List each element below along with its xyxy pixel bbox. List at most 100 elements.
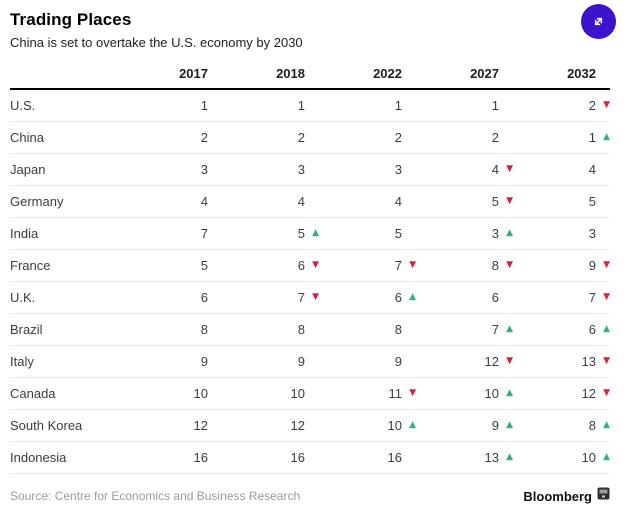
country-label: South Korea — [10, 418, 83, 433]
table-row: U.K. 6 7 ▼ 6 ▲ 6 7 ▼ — [10, 282, 610, 314]
rank-cell: 8 — [319, 322, 416, 337]
up-arrow-icon: ▲ — [312, 228, 319, 238]
rank-cell: 1 — [125, 98, 222, 113]
rank-cell: 13 ▲ — [416, 450, 513, 465]
rank-cell: 16 — [222, 450, 319, 465]
rank-cell: 9 ▼ — [513, 258, 610, 273]
rank-value: 5 — [394, 226, 402, 241]
rank-cell: 8 — [125, 322, 222, 337]
rank-cell: 7 ▼ — [319, 258, 416, 273]
rank-cell: 12 ▼ — [416, 354, 513, 369]
rank-cell: 9 ▲ — [416, 418, 513, 433]
rank-value: 8 — [200, 322, 208, 337]
rank-cell: 7 — [125, 226, 222, 241]
table-row: France 5 6 ▼ 7 ▼ 8 ▼ 9 ▼ — [10, 250, 610, 282]
rank-value: 10 — [581, 450, 596, 465]
rank-value: 9 — [297, 354, 305, 369]
rank-table: 2017 2018 2022 2027 2032 U.S. 1 1 1 1 2 ▼ China… — [10, 66, 610, 474]
rank-value: 2 — [200, 130, 208, 145]
rank-value: 9 — [588, 258, 596, 273]
rank-value: 4 — [200, 194, 208, 209]
rank-value: 3 — [394, 162, 402, 177]
rank-cell: 5 ▲ — [222, 226, 319, 241]
up-arrow-icon: ▲ — [506, 388, 513, 398]
table-row: Japan 3 3 3 4 ▼ 4 — [10, 154, 610, 186]
rank-value: 8 — [588, 418, 596, 433]
rank-value: 11 — [388, 386, 403, 401]
rank-value: 16 — [290, 450, 305, 465]
rank-cell: 6 ▲ — [513, 322, 610, 337]
rank-cell: 16 — [319, 450, 416, 465]
down-arrow-icon: ▼ — [409, 388, 416, 398]
rank-cell: 1 ▲ — [513, 130, 610, 145]
rank-cell: 12 — [222, 418, 319, 433]
down-arrow-icon: ▼ — [409, 260, 416, 270]
rank-cell: 4 ▼ — [416, 162, 513, 177]
down-arrow-icon: ▼ — [603, 292, 610, 302]
rank-cell: 7 ▲ — [416, 322, 513, 337]
rank-cell: 4 — [222, 194, 319, 209]
rank-value: 9 — [200, 354, 208, 369]
rank-value: 9 — [491, 418, 499, 433]
down-arrow-icon: ▼ — [506, 196, 513, 206]
column-header-2032: 2032 — [567, 66, 596, 81]
rank-cell: 5 ▼ — [416, 194, 513, 209]
up-arrow-icon: ▲ — [506, 228, 513, 238]
table-body: U.S. 1 1 1 1 2 ▼ China 2 2 2 2 1 ▲ Japan 3 3 3 4 ▼ 4 Germany 4… — [10, 90, 610, 474]
rank-value: 6 — [491, 290, 499, 305]
up-arrow-icon: ▲ — [409, 420, 416, 430]
rank-cell: 7 ▼ — [513, 290, 610, 305]
column-header-2022: 2022 — [373, 66, 402, 81]
rank-cell: 2 — [222, 130, 319, 145]
country-label: Canada — [10, 386, 56, 401]
table-row: India 7 5 ▲ 5 3 ▲ 3 — [10, 218, 610, 250]
rank-value: 5 — [588, 194, 596, 209]
rank-value: 10 — [193, 386, 208, 401]
rank-cell: 8 ▼ — [416, 258, 513, 273]
rank-cell: 1 — [319, 98, 416, 113]
rank-value: 4 — [588, 162, 596, 177]
rank-value: 6 — [394, 290, 402, 305]
rank-cell: 2 ▼ — [513, 98, 610, 113]
rank-value: 3 — [588, 226, 596, 241]
rank-value: 7 — [200, 226, 208, 241]
country-label: India — [10, 226, 39, 241]
rank-cell: 8 — [222, 322, 319, 337]
rank-cell: 3 ▲ — [416, 226, 513, 241]
rank-cell: 10 ▲ — [416, 386, 513, 401]
rank-cell: 12 ▼ — [513, 386, 610, 401]
rank-value: 3 — [297, 162, 305, 177]
country-label: Italy — [10, 354, 34, 369]
rank-cell: 12 — [125, 418, 222, 433]
rank-value: 7 — [491, 322, 499, 337]
rank-value: 4 — [394, 194, 402, 209]
rank-cell: 4 — [125, 194, 222, 209]
rank-value: 10 — [290, 386, 305, 401]
table-row: South Korea 12 12 10 ▲ 9 ▲ 8 ▲ — [10, 410, 610, 442]
rank-cell: 2 — [416, 130, 513, 145]
rank-cell: 13 ▼ — [513, 354, 610, 369]
rank-value: 2 — [588, 98, 596, 113]
rank-value: 1 — [200, 98, 208, 113]
column-header-2027: 2027 — [470, 66, 499, 81]
rank-value: 6 — [200, 290, 208, 305]
down-arrow-icon: ▼ — [312, 292, 319, 302]
rank-value: 7 — [588, 290, 596, 305]
rank-cell: 8 ▲ — [513, 418, 610, 433]
source-credit: Source: Centre for Economics and Busines… — [10, 489, 301, 503]
rank-value: 3 — [491, 226, 499, 241]
rank-value: 10 — [484, 386, 499, 401]
rank-value: 8 — [394, 322, 402, 337]
rank-value: 13 — [581, 354, 596, 369]
rank-value: 8 — [297, 322, 305, 337]
country-label: China — [10, 130, 44, 145]
country-label: U.S. — [10, 98, 36, 113]
rank-value: 2 — [297, 130, 305, 145]
rank-value: 12 — [290, 418, 305, 433]
bloomberg-logo[interactable]: Bloomberg — [523, 487, 610, 505]
rank-cell: 6 — [416, 290, 513, 305]
up-arrow-icon: ▲ — [506, 452, 513, 462]
rank-value: 1 — [297, 98, 305, 113]
expand-button[interactable] — [581, 4, 616, 39]
